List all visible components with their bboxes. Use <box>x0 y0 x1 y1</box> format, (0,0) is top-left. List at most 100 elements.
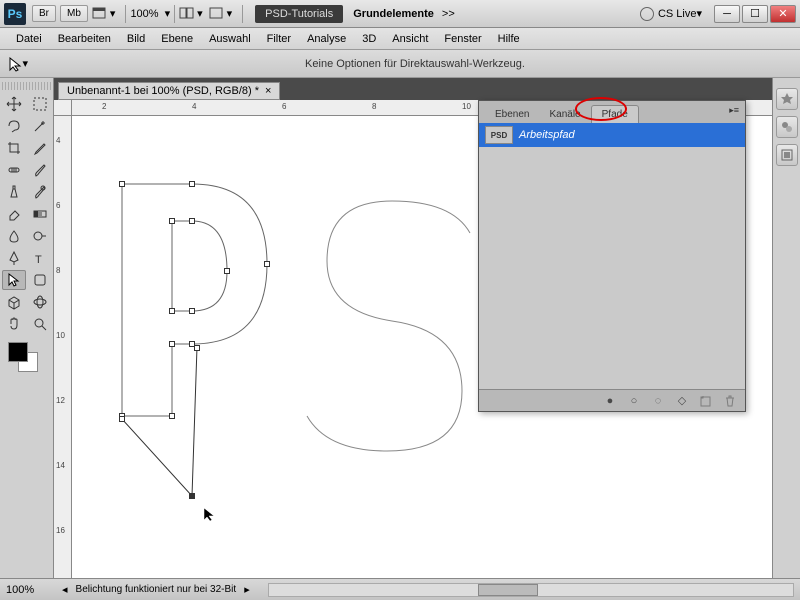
menu-hilfe[interactable]: Hilfe <box>490 31 528 47</box>
panel-menu-icon[interactable]: ▸≡ <box>729 105 739 116</box>
window-close-button[interactable]: ✕ <box>770 5 796 23</box>
foreground-color-swatch[interactable] <box>8 342 28 362</box>
paths-panel[interactable]: Ebenen Kanäle Pfade ▸≡ PSD Arbeitspfad ●… <box>478 100 746 412</box>
menu-fenster[interactable]: Fenster <box>436 31 489 47</box>
fill-path-icon[interactable]: ● <box>603 394 617 408</box>
workspace-more[interactable]: >> <box>442 8 455 20</box>
anchor-point[interactable] <box>169 413 175 419</box>
3d-camera-tool[interactable] <box>28 292 52 312</box>
svg-text:T: T <box>35 254 42 266</box>
menu-ebene[interactable]: Ebene <box>153 31 201 47</box>
status-zoom[interactable]: 100% <box>6 584 54 596</box>
menu-3d[interactable]: 3D <box>354 31 384 47</box>
new-path-icon[interactable] <box>699 394 713 408</box>
horizontal-scrollbar[interactable] <box>268 583 794 597</box>
dock-layers-icon[interactable] <box>776 144 798 166</box>
anchor-point[interactable] <box>264 261 270 267</box>
tab-ebenen[interactable]: Ebenen <box>485 106 539 123</box>
anchor-point[interactable] <box>224 268 230 274</box>
healing-tool[interactable] <box>2 160 26 180</box>
dodge-tool[interactable] <box>28 226 52 246</box>
status-next-icon[interactable]: ▸ <box>244 583 250 596</box>
pen-tool[interactable] <box>2 248 26 268</box>
ps-app-icon: Ps <box>4 3 26 25</box>
current-tool-icon[interactable]: ▾ <box>8 54 28 74</box>
tab-pfade[interactable]: Pfade <box>591 105 639 123</box>
brush-tool[interactable] <box>28 160 52 180</box>
anchor-point[interactable] <box>119 416 125 422</box>
cursor-icon <box>202 506 218 525</box>
3d-object-tool[interactable] <box>2 292 26 312</box>
toolbox-grip[interactable] <box>2 82 51 90</box>
direct-selection-tool[interactable] <box>2 270 26 290</box>
path-item-label: Arbeitspfad <box>519 129 575 141</box>
path-thumbnail: PSD <box>485 126 513 144</box>
dock-swatches-icon[interactable] <box>776 116 798 138</box>
screen-mode-dropdown[interactable]: ▾ <box>209 7 233 21</box>
menu-auswahl[interactable]: Auswahl <box>201 31 259 47</box>
window-maximize-button[interactable]: ☐ <box>742 5 768 23</box>
history-brush-tool[interactable] <box>28 182 52 202</box>
workspace-name[interactable]: Grundelemente <box>353 8 434 20</box>
eraser-tool[interactable] <box>2 204 26 224</box>
panel-tabs: Ebenen Kanäle Pfade ▸≡ <box>479 101 745 123</box>
anchor-point[interactable] <box>119 181 125 187</box>
window-minimize-button[interactable]: ─ <box>714 5 740 23</box>
anchor-point[interactable] <box>194 345 200 351</box>
dock-color-icon[interactable] <box>776 88 798 110</box>
close-document-icon[interactable]: × <box>265 85 271 97</box>
menu-analyse[interactable]: Analyse <box>299 31 354 47</box>
hand-tool[interactable] <box>2 314 26 334</box>
status-prev-icon[interactable]: ◂ <box>62 583 68 596</box>
statusbar: 100% ◂ Belichtung funktioniert nur bei 3… <box>0 578 800 600</box>
zoom-level[interactable]: 100% <box>130 8 158 20</box>
shape-tool[interactable] <box>28 270 52 290</box>
tab-kanaele[interactable]: Kanäle <box>539 106 590 123</box>
marquee-tool[interactable] <box>28 94 52 114</box>
menu-bearbeiten[interactable]: Bearbeiten <box>50 31 119 47</box>
delete-path-icon[interactable] <box>723 394 737 408</box>
anchor-point[interactable] <box>169 218 175 224</box>
path-to-selection-icon[interactable]: ◌ <box>651 394 665 408</box>
type-tool[interactable]: T <box>28 248 52 268</box>
ruler-origin[interactable] <box>54 100 72 116</box>
bridge-button[interactable]: Br <box>32 5 56 22</box>
menu-datei[interactable]: Datei <box>8 31 50 47</box>
menu-filter[interactable]: Filter <box>259 31 299 47</box>
options-bar: ▾ Keine Optionen für Direktauswahl-Werkz… <box>0 50 800 78</box>
ruler-vertical[interactable]: 46810121416 <box>54 116 72 578</box>
arrange-documents-dropdown[interactable]: ▾ <box>179 7 203 21</box>
anchor-point[interactable] <box>169 341 175 347</box>
clone-tool[interactable] <box>2 182 26 202</box>
document-tab[interactable]: Unbenannt-1 bei 100% (PSD, RGB/8) * × <box>58 82 280 100</box>
anchor-point[interactable] <box>189 308 195 314</box>
cslive-icon <box>640 7 654 21</box>
selection-to-path-icon[interactable]: ◇ <box>675 394 689 408</box>
gradient-tool[interactable] <box>28 204 52 224</box>
blur-tool[interactable] <box>2 226 26 246</box>
menu-bild[interactable]: Bild <box>119 31 153 47</box>
move-tool[interactable] <box>2 94 26 114</box>
cslive-button[interactable]: CS Live ▾ <box>640 7 702 21</box>
path-item-arbeitspfad[interactable]: PSD Arbeitspfad <box>479 123 745 147</box>
eyedropper-tool[interactable] <box>28 138 52 158</box>
toolbox: T <box>0 78 54 578</box>
anchor-point[interactable] <box>169 308 175 314</box>
anchor-point[interactable] <box>189 218 195 224</box>
panel-body: PSD Arbeitspfad <box>479 123 745 389</box>
anchor-point[interactable] <box>189 181 195 187</box>
crop-tool[interactable] <box>2 138 26 158</box>
options-text: Keine Optionen für Direktauswahl-Werkzeu… <box>38 58 792 70</box>
minibridge-button[interactable]: Mb <box>60 5 88 22</box>
lasso-tool[interactable] <box>2 116 26 136</box>
color-swatches[interactable] <box>2 342 51 378</box>
magic-wand-tool[interactable] <box>28 116 52 136</box>
workspace-tab[interactable]: PSD-Tutorials <box>255 5 343 23</box>
status-message: Belichtung funktioniert nur bei 32-Bit <box>76 584 237 595</box>
menu-ansicht[interactable]: Ansicht <box>384 31 436 47</box>
stroke-path-icon[interactable]: ○ <box>627 394 641 408</box>
view-extras-dropdown[interactable]: ▾ <box>92 7 116 21</box>
titlebar: Ps Br Mb ▾ 100%▾ ▾ ▾ PSD-Tutorials Grund… <box>0 0 800 28</box>
anchor-point[interactable] <box>189 493 195 499</box>
zoom-tool[interactable] <box>28 314 52 334</box>
